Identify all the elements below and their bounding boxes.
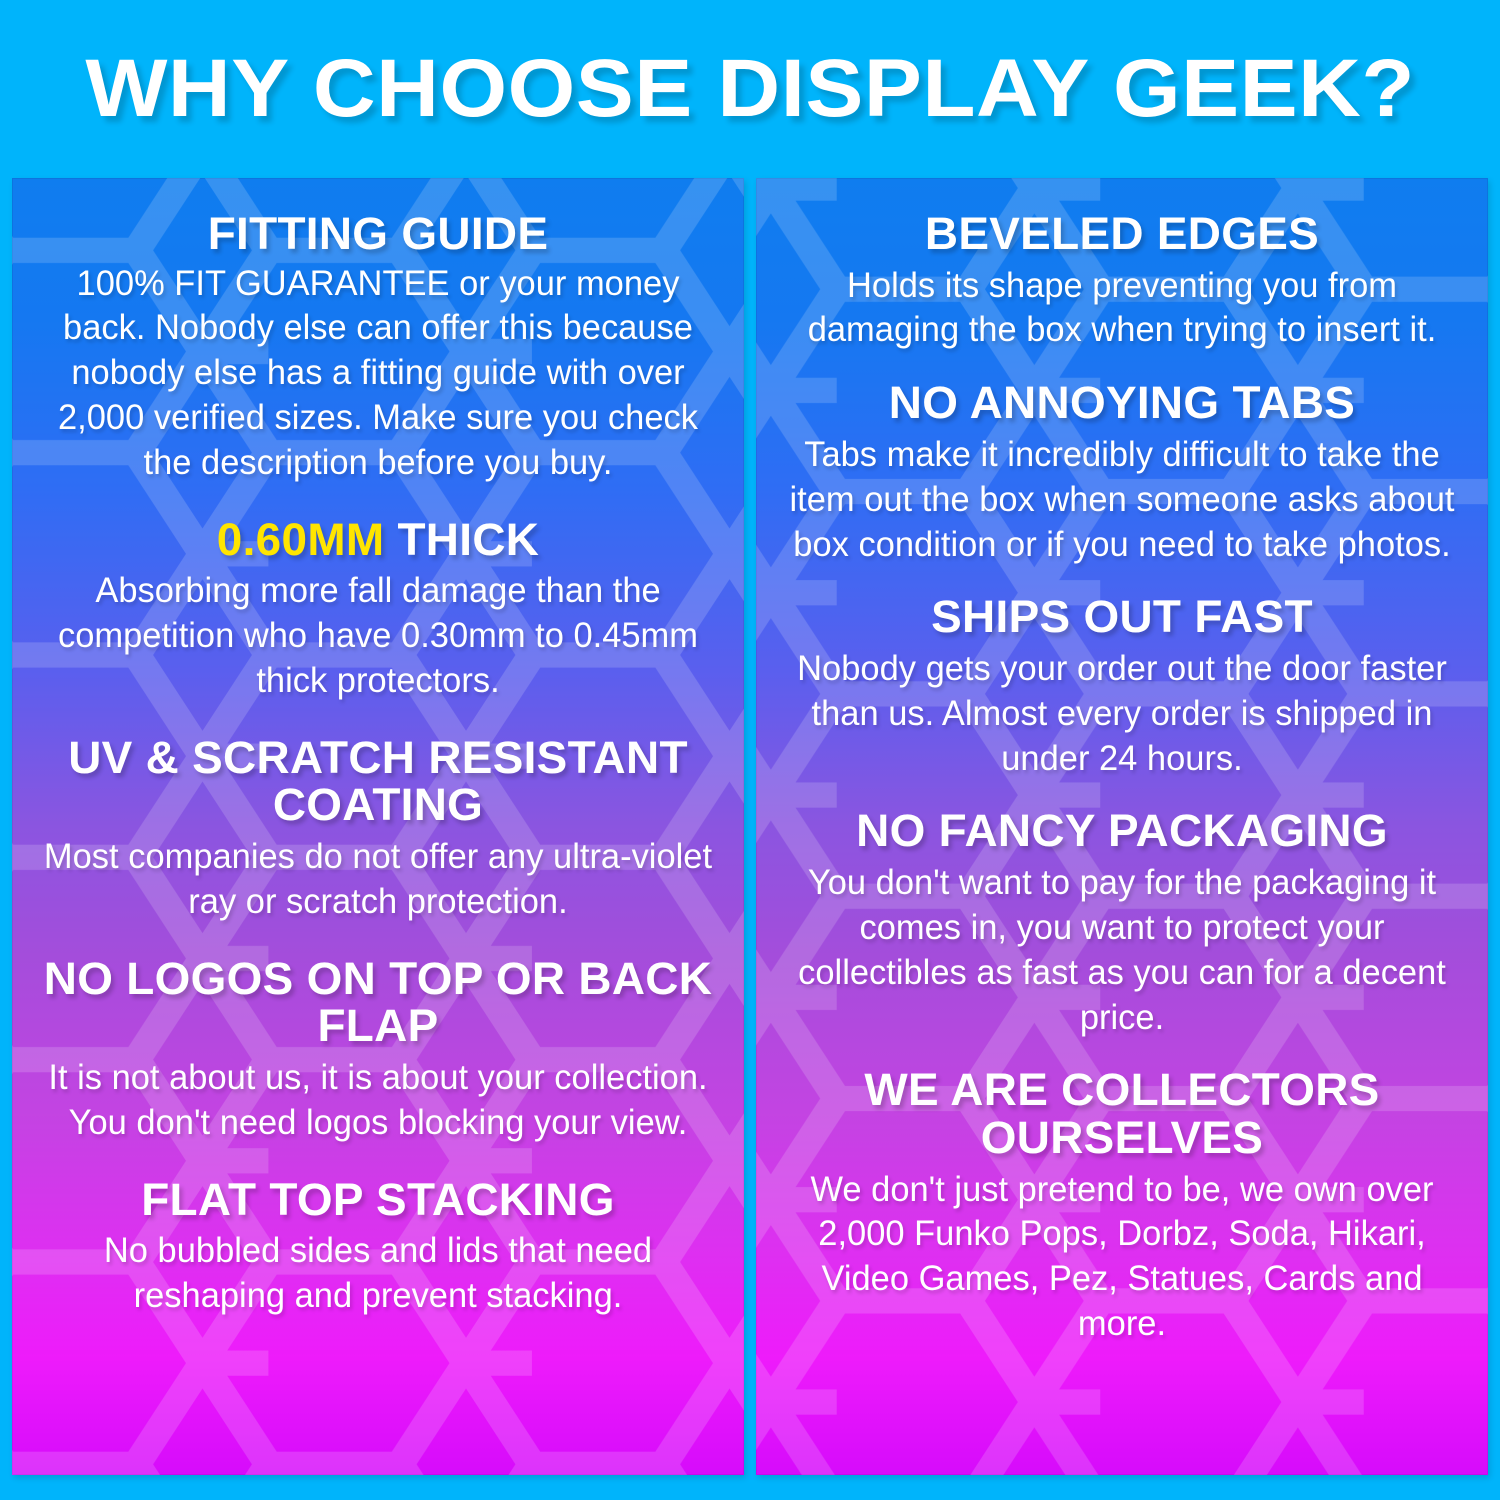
feature-block-fitting-guide: FITTING GUIDE 100% FIT GUARANTEE or your… — [30, 210, 726, 486]
feature-body: No bubbled sides and lids that need resh… — [103, 1231, 653, 1316]
thickness-highlight: 0.60MM — [216, 513, 385, 565]
feature-block-uv-scratch-coating: UV & SCRATCH RESISTANT COATING Most comp… — [30, 733, 726, 925]
title-bar: WHY CHOOSE DISPLAY GEEK? — [0, 0, 1500, 178]
feature-heading: NO FANCY PACKAGING — [856, 805, 1388, 857]
thickness-rest: THICK — [384, 513, 540, 565]
feature-block-no-logos: NO LOGOS ON TOP OR BACK FLAP It is not a… — [30, 954, 726, 1146]
right-feature-panel: BEVELED EDGES Holds its shape preventing… — [756, 178, 1488, 1475]
feature-body: We don't just pretend to be, we own over… — [810, 1169, 1434, 1344]
feature-heading: FITTING GUIDE — [207, 208, 549, 259]
feature-body: You don't want to pay for the packaging … — [798, 863, 1446, 1037]
feature-columns: FITTING GUIDE 100% FIT GUARANTEE or your… — [0, 178, 1500, 1500]
feature-body: It is not about us, it is about your col… — [48, 1058, 708, 1142]
feature-body: Most companies do not offer any ultra-vi… — [43, 837, 713, 921]
feature-block-flat-top-stacking: FLAT TOP STACKING No bubbled sides and l… — [30, 1175, 726, 1319]
left-feature-panel: FITTING GUIDE 100% FIT GUARANTEE or your… — [12, 178, 744, 1475]
feature-block-thickness: 0.60MM THICK Absorbing more fall damage … — [30, 515, 726, 704]
feature-block-ships-out-fast: SHIPS OUT FAST Nobody gets your order ou… — [774, 593, 1470, 781]
feature-body: Absorbing more fall damage than the comp… — [57, 571, 699, 700]
feature-block-no-fancy-packaging: NO FANCY PACKAGING You don't want to pay… — [774, 807, 1470, 1040]
feature-heading: WE ARE COLLECTORS OURSELVES — [864, 1064, 1380, 1163]
feature-heading: 0.60MM THICK — [23, 513, 733, 565]
feature-heading: FLAT TOP STACKING — [141, 1173, 615, 1225]
page-title: WHY CHOOSE DISPLAY GEEK? — [85, 43, 1415, 134]
feature-heading: NO ANNOYING TABS — [888, 377, 1356, 429]
feature-block-we-are-collectors: WE ARE COLLECTORS OURSELVES We don't jus… — [774, 1066, 1470, 1347]
feature-body: 100% FIT GUARANTEE or your money back. N… — [57, 263, 699, 482]
feature-heading: BEVELED EDGES — [924, 208, 1320, 259]
feature-heading: UV & SCRATCH RESISTANT COATING — [68, 731, 688, 831]
feature-body: Nobody gets your order out the door fast… — [797, 649, 1447, 778]
feature-heading: SHIPS OUT FAST — [931, 591, 1313, 643]
feature-body: Holds its shape preventing you from dama… — [807, 265, 1437, 350]
feature-heading: NO LOGOS ON TOP OR BACK FLAP — [43, 952, 713, 1052]
feature-body: Tabs make it incredibly difficult to tak… — [789, 434, 1455, 564]
feature-block-beveled-edges: BEVELED EDGES Holds its shape preventing… — [774, 210, 1470, 353]
feature-block-no-annoying-tabs: NO ANNOYING TABS Tabs make it incredibly… — [774, 379, 1470, 567]
